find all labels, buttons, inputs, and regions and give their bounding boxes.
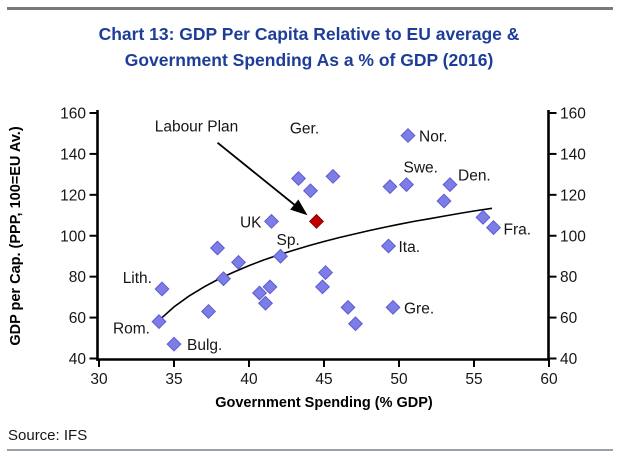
data-point: [398, 177, 415, 193]
chart-title-line-1: Chart 13: GDP Per Capita Relative to EU …: [98, 24, 520, 44]
x-tick-label: 45: [315, 371, 332, 388]
y-tick-label-left: 60: [69, 310, 87, 327]
x-axis-title: Government Spending (% GDP): [215, 395, 433, 411]
y-tick-label-left: 120: [60, 187, 86, 204]
data-point: [230, 254, 247, 270]
data-point: [314, 279, 331, 295]
point-label: UK: [240, 214, 262, 231]
point-label: Ita.: [399, 239, 421, 256]
data-point: [380, 238, 397, 254]
data-point: [166, 336, 182, 352]
data-point: [385, 299, 401, 315]
y-tick-label-right: 120: [560, 187, 586, 204]
data-point: [347, 316, 364, 332]
y-tick-label-left: 40: [69, 351, 87, 368]
top-divider: [7, 7, 613, 10]
data-point: [325, 168, 341, 184]
data-point: [251, 285, 268, 301]
y-tick-label-left: 100: [60, 228, 86, 245]
data-point: [290, 170, 307, 186]
bottom-divider: [7, 449, 613, 451]
y-tick-label-right: 100: [560, 228, 586, 245]
chart-title: Chart 13: GDP Per Capita Relative to EU …: [0, 21, 618, 73]
y-axis-title: GDP per Cap. (PPP, 100=EU Av.): [8, 126, 24, 346]
x-tick-label: 55: [465, 371, 482, 388]
data-point: [209, 240, 226, 256]
x-tick-label: 40: [240, 371, 258, 388]
point-label: Rom.: [113, 321, 150, 338]
data-point: [400, 127, 416, 144]
data-point: [485, 220, 502, 236]
annotation-arrowhead: [290, 199, 308, 216]
data-point: [442, 177, 458, 193]
data-point-highlight: [308, 213, 325, 229]
x-tick-label: 60: [540, 371, 558, 388]
x-tick-label: 35: [165, 371, 182, 388]
data-point: [151, 314, 167, 330]
data-point: [272, 248, 289, 264]
data-point: [317, 265, 334, 281]
y-tick-label-left: 140: [60, 146, 86, 163]
y-tick-label-right: 60: [560, 310, 578, 327]
point-label: Den.: [458, 168, 491, 185]
trend-line: [156, 207, 493, 323]
data-point: [154, 281, 170, 297]
point-label: Fra.: [504, 222, 532, 239]
data-point: [382, 179, 398, 195]
annotation-text: Labour Plan: [155, 118, 239, 135]
data-point: [263, 213, 280, 229]
chart-title-line-2: Government Spending As a % of GDP (2016): [124, 50, 494, 70]
data-point: [340, 299, 356, 315]
data-point: [436, 193, 452, 209]
data-point: [302, 183, 319, 199]
y-tick-label-right: 80: [560, 269, 578, 286]
data-point: [262, 279, 278, 295]
point-label: Sp.: [277, 232, 300, 249]
y-tick-label-right: 160: [560, 106, 586, 123]
data-point: [475, 209, 491, 225]
annotation-arrow: [216, 141, 298, 208]
x-tick-label: 30: [90, 371, 108, 388]
data-point: [215, 271, 232, 287]
x-tick-label: 50: [390, 371, 408, 388]
y-tick-label-right: 40: [560, 351, 578, 368]
point-label: Gre.: [404, 300, 434, 317]
data-point: [200, 303, 217, 319]
point-label: Swe.: [404, 160, 438, 177]
source-text: Source: IFS: [8, 427, 88, 444]
point-label: Bulg.: [187, 337, 222, 354]
y-tick-label-right: 140: [560, 146, 586, 163]
point-label: Lith.: [123, 270, 152, 287]
y-tick-label-left: 160: [60, 106, 86, 123]
y-tick-label-left: 80: [69, 269, 87, 286]
point-label: Ger.: [290, 121, 319, 138]
data-point: [257, 295, 274, 311]
point-label: Nor.: [419, 129, 447, 146]
